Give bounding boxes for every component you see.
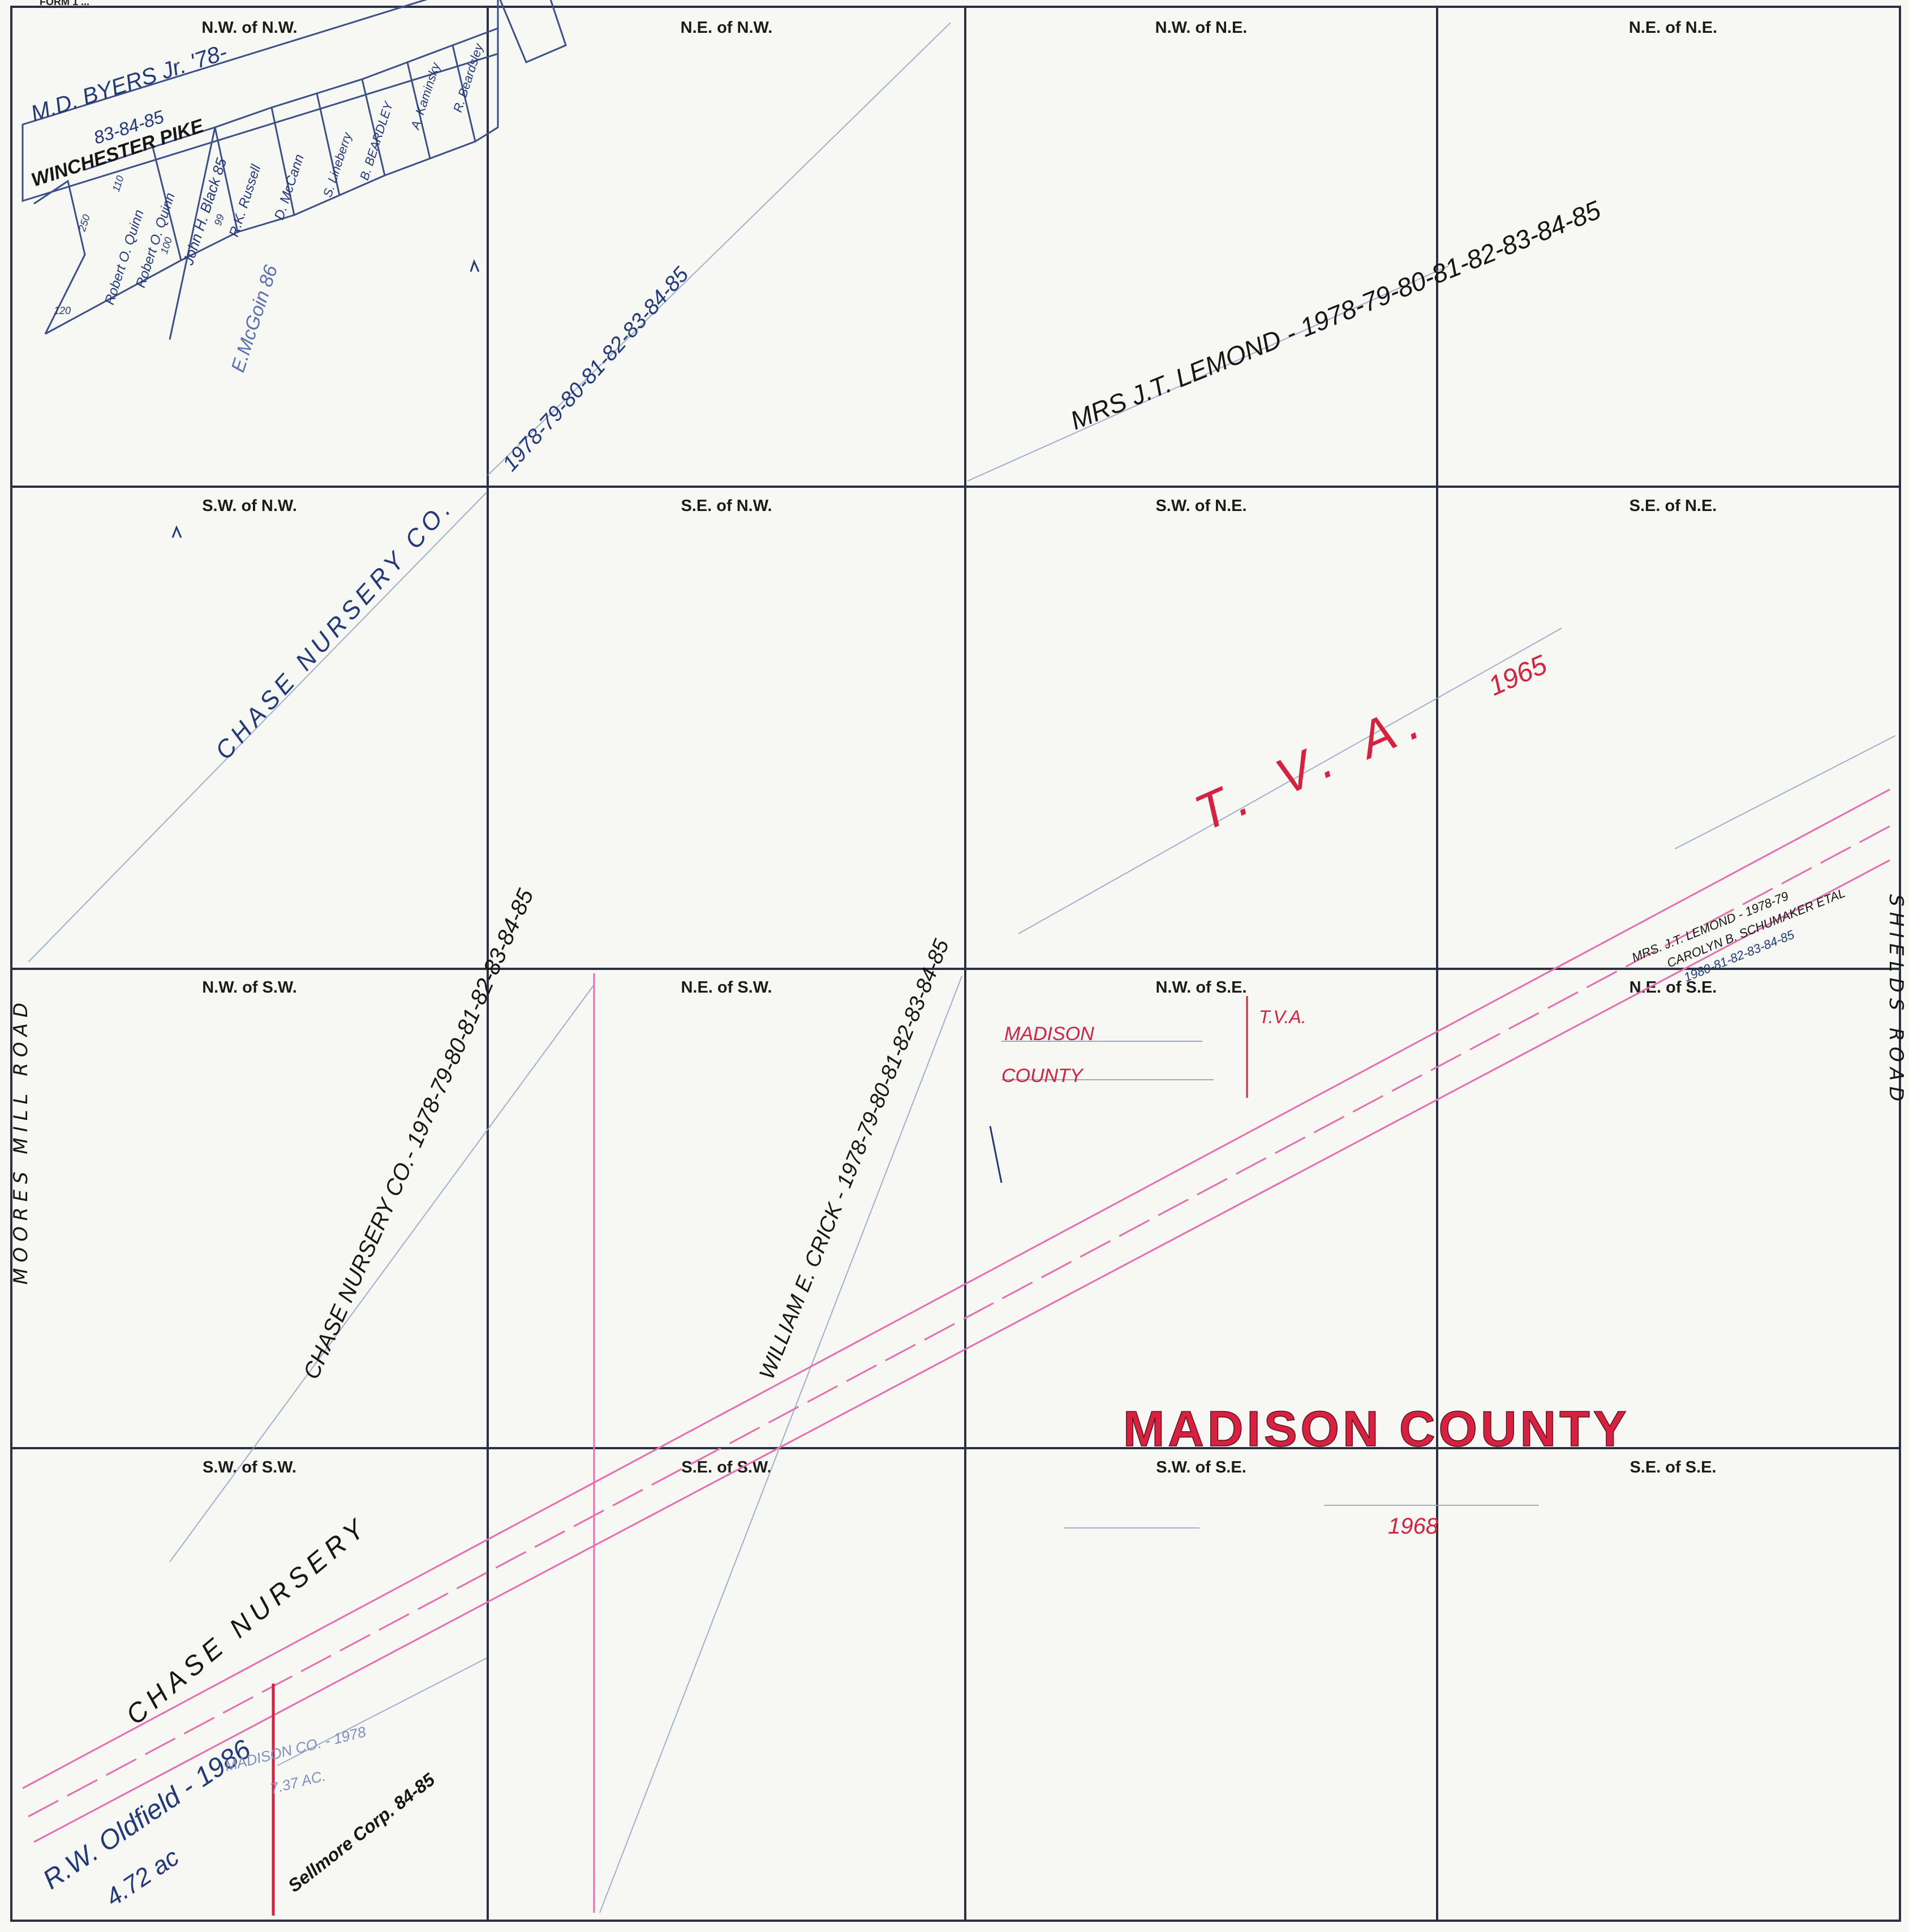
- madison-label-1: MADISON: [1004, 1023, 1094, 1045]
- lot-outline-7: [362, 61, 431, 177]
- quarter-label-ne-sw: N.E. of S.W.: [681, 978, 772, 997]
- parcel-line-sellmore: [277, 1658, 487, 1766]
- parcel-line-crick: [599, 976, 962, 1913]
- quarter-label-nw-se: N.W. of S.E.: [1155, 978, 1246, 997]
- quarter-label-ne-nw: N.E. of N.W.: [681, 19, 773, 37]
- quarter-label-nw-nw: N.W. of N.W.: [201, 19, 297, 37]
- lot-outline-9: [452, 27, 499, 143]
- quarter-label-se-ne: S.E. of N.E.: [1629, 497, 1717, 515]
- quarter-labels: N.W. of N.W. N.E. of N.W. N.W. of N.E. N…: [201, 19, 1717, 1476]
- lot-outline-4: [214, 106, 295, 233]
- lot-outline-2: [45, 146, 182, 335]
- quarter-label-sw-se: S.W. of S.E.: [1156, 1458, 1246, 1476]
- shields-road-label: SHIELDS ROAD: [1885, 894, 1907, 1107]
- parcel-line-shields: [1674, 735, 1896, 849]
- quarter-label-se-se: S.E. of S.E.: [1629, 1458, 1716, 1476]
- caret-mark-1: [470, 259, 480, 272]
- tva-right-of-way: [22, 788, 1890, 1916]
- tva-small-label: T.V.A.: [1259, 1007, 1306, 1027]
- mcgoin-line: [169, 127, 216, 340]
- quarter-label-sw-ne: S.W. of N.E.: [1155, 497, 1246, 515]
- quarter-label-sw-sw: S.W. of S.W.: [203, 1458, 296, 1476]
- row-line-1: [22, 788, 1890, 1789]
- madison-label-2: COUNTY: [1001, 1065, 1084, 1087]
- parcel-line-chase-nw: [28, 492, 487, 963]
- parcel-line-ne-nw: [487, 22, 951, 476]
- lot-outline-6: [316, 78, 386, 196]
- lot-outline-3: [152, 126, 239, 261]
- quarter-label-nw-sw: N.W. of S.W.: [202, 978, 297, 997]
- winchester-pike-parcels: [22, 0, 567, 340]
- lot-dim-1: 120: [54, 305, 71, 316]
- section-boundary: [10, 6, 1901, 1922]
- lot-outline-5: [271, 92, 341, 216]
- quarter-label-nw-ne: N.W. of N.E.: [1155, 19, 1248, 37]
- lot-outline-1: [33, 179, 86, 334]
- madison-county-year: 1968: [1388, 1514, 1439, 1539]
- lot-outline-8: [407, 44, 476, 160]
- quarter-label-ne-ne: N.E. of N.E.: [1629, 19, 1717, 37]
- lot-outline-10: [499, 0, 567, 63]
- header-fragment: FORM 1 ...: [40, 0, 89, 7]
- parcel-line-lemond: [967, 265, 1449, 482]
- moores-mill-road-label: MOORES MILL ROAD: [10, 997, 32, 1285]
- caret-mark-2: [171, 525, 182, 538]
- pen-stroke-1: [989, 1126, 1003, 1183]
- quarter-label-sw-nw: S.W. of N.W.: [202, 497, 297, 515]
- madison-county-title: MADISON COUNTY: [1123, 1401, 1630, 1457]
- section-grid: [10, 6, 1901, 1922]
- row-line-3: [33, 859, 1890, 1843]
- quarter-label-ne-se: N.E. of S.E.: [1629, 978, 1717, 997]
- quarter-label-se-nw: S.E. of N.W.: [681, 497, 772, 515]
- parcel-line-chase-sw: [169, 984, 595, 1562]
- parcel-line-tva: [1018, 628, 1562, 934]
- parcel-boundary-lines: [28, 22, 1896, 1913]
- pen-marks: [171, 259, 1003, 1183]
